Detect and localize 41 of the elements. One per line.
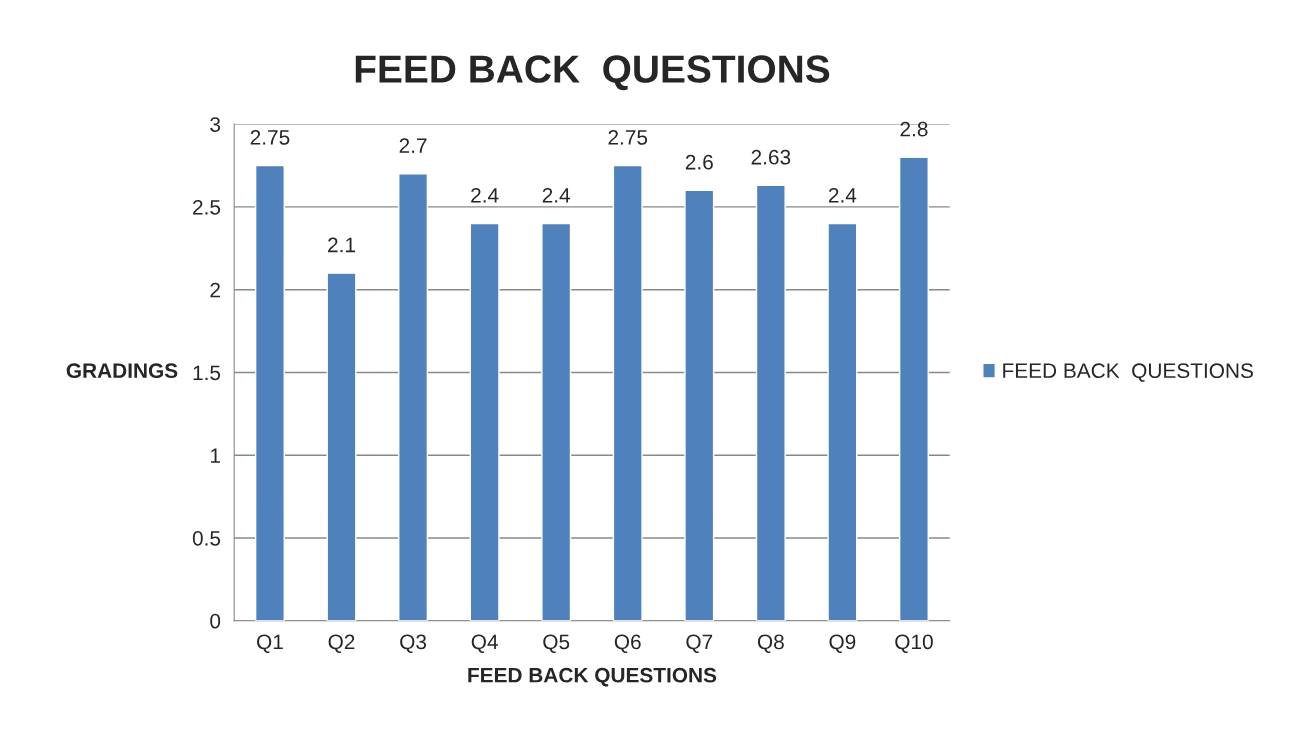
x-tick-label: Q8: [757, 634, 784, 653]
x-tick-label: Q1: [257, 634, 283, 653]
bar: [755, 184, 786, 621]
data-label: 2.4: [828, 187, 857, 203]
bar: [398, 173, 429, 621]
bar: [254, 164, 285, 621]
bar: [612, 164, 643, 621]
x-tick-label: Q5: [543, 634, 570, 653]
x-tick-label: Q6: [614, 634, 641, 653]
y-axis-title: GRADINGS: [66, 363, 178, 379]
data-label: 2.7: [399, 138, 427, 153]
x-tick-label: Q10: [895, 634, 933, 653]
data-label: 2.75: [608, 130, 648, 145]
chart-title: FEED BACK QUESTIONS: [355, 55, 830, 91]
x-tick-label: Q2: [328, 634, 355, 653]
bar: [684, 189, 715, 621]
y-tick-label: 0.5: [192, 530, 221, 546]
y-tick-label: 1.5: [193, 365, 221, 381]
y-tick-label: 1: [210, 448, 220, 463]
bar: [827, 222, 858, 621]
data-label: 2.4: [542, 187, 571, 203]
y-tick-label: 0: [210, 613, 221, 629]
data-label: 2.63: [751, 149, 791, 165]
y-tick-label: 2.5: [193, 199, 221, 215]
bar: [469, 222, 500, 621]
x-tick-label: Q7: [686, 634, 713, 653]
x-tick-label: Q9: [829, 634, 856, 653]
bar: [326, 272, 357, 621]
data-label: 2.4: [471, 187, 499, 203]
legend-label: FEED BACK QUESTIONS: [1003, 363, 1253, 382]
x-tick-label: Q4: [471, 634, 498, 653]
x-tick-label: Q3: [400, 634, 427, 653]
y-tick-label: 2: [210, 282, 220, 298]
y-tick-label: 3: [210, 117, 221, 132]
bar: [898, 156, 929, 621]
data-label: 2.1: [328, 237, 355, 253]
x-axis-title: FEED BACK QUESTIONS: [468, 667, 717, 687]
bar: [541, 222, 572, 621]
data-label: 2.6: [685, 154, 713, 170]
data-label: 2.75: [250, 130, 290, 145]
data-label: 2.8: [900, 121, 928, 137]
